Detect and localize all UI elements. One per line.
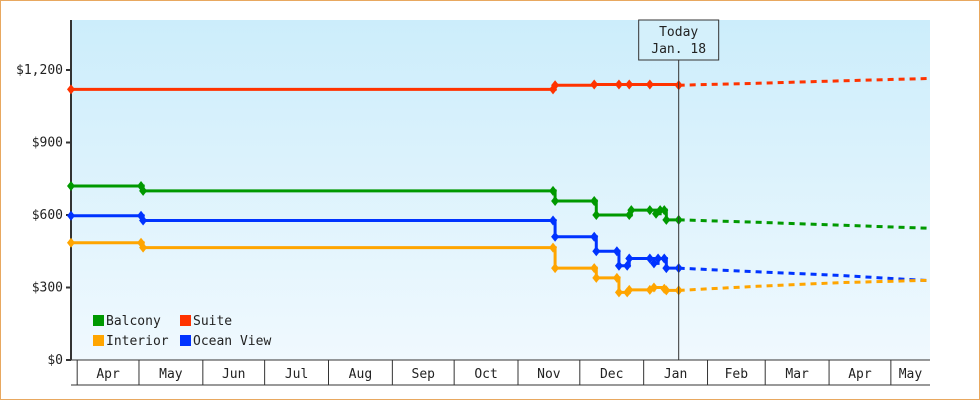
balcony-point [656, 205, 665, 216]
ocean-view-point [654, 253, 663, 264]
month-label: Apr [96, 367, 120, 382]
month-label: Dec [600, 367, 623, 382]
month-label: Jul [285, 367, 308, 382]
month-label: May [159, 367, 183, 382]
balcony-point [67, 181, 75, 191]
today-date: Jan. 18 [651, 42, 706, 57]
interior-point [139, 242, 148, 253]
month-label: Aug [349, 367, 372, 382]
ocean-view-point [625, 253, 634, 264]
balcony-point [662, 214, 671, 225]
suite-point [625, 79, 634, 90]
month-label: Jan [664, 367, 687, 382]
balcony-point [590, 195, 599, 206]
interior-point [612, 272, 621, 283]
interior-point [590, 263, 599, 274]
ocean-view-point [139, 215, 148, 226]
ocean-view-point [612, 246, 621, 257]
suite-point [645, 79, 654, 90]
suite-point [614, 79, 623, 90]
y-tick-label: $0 [47, 353, 63, 368]
legend-label-ocean-view: Ocean View [193, 334, 271, 349]
suite-point [590, 79, 599, 90]
interior-point [649, 282, 658, 293]
month-label: Oct [474, 367, 497, 382]
y-tick-label: $1,200 [16, 63, 63, 78]
legend-swatch-interior [93, 335, 104, 346]
balcony-point [645, 205, 654, 216]
month-label: Feb [725, 367, 749, 382]
ocean-view-point [551, 231, 560, 242]
y-tick-label: $300 [32, 281, 63, 296]
legend-label-balcony: Balcony [106, 314, 161, 329]
ocean-view-point [614, 260, 623, 271]
ocean-view-point [549, 215, 558, 226]
ocean-view-point [592, 246, 601, 257]
month-label: Apr [848, 367, 872, 382]
interior-point [614, 287, 623, 298]
y-tick-label: $900 [32, 136, 63, 151]
balcony-point [139, 185, 148, 196]
month-label: Nov [537, 367, 561, 382]
today-label: Today [659, 25, 698, 40]
balcony-point [592, 210, 601, 220]
month-label: Jun [222, 367, 245, 382]
legend-swatch-balcony [93, 315, 104, 326]
legend-swatch-suite [180, 315, 191, 326]
month-label: May [899, 367, 923, 382]
interior-point [549, 242, 558, 253]
today-box [638, 19, 720, 61]
month-label: Mar [785, 367, 809, 382]
suite-point [551, 80, 560, 91]
month-label: Sep [412, 367, 436, 382]
ocean-view-point [590, 231, 599, 242]
interior-point [625, 284, 634, 295]
ocean-view-point [662, 263, 671, 274]
interior-point [551, 263, 560, 274]
suite-point [67, 84, 75, 95]
legend-label-suite: Suite [193, 314, 232, 329]
ocean-view-point [67, 210, 75, 221]
balcony-point [549, 185, 558, 196]
balcony-point [551, 195, 560, 206]
balcony-point [627, 205, 636, 216]
interior-point [592, 272, 601, 283]
legend-swatch-ocean-view [180, 335, 191, 346]
interior-point [662, 285, 671, 296]
interior-point [67, 237, 75, 248]
legend-label-interior: Interior [106, 334, 169, 349]
y-tick-label: $600 [32, 208, 63, 223]
ocean-view-point [660, 253, 669, 264]
balcony-point [660, 205, 669, 216]
